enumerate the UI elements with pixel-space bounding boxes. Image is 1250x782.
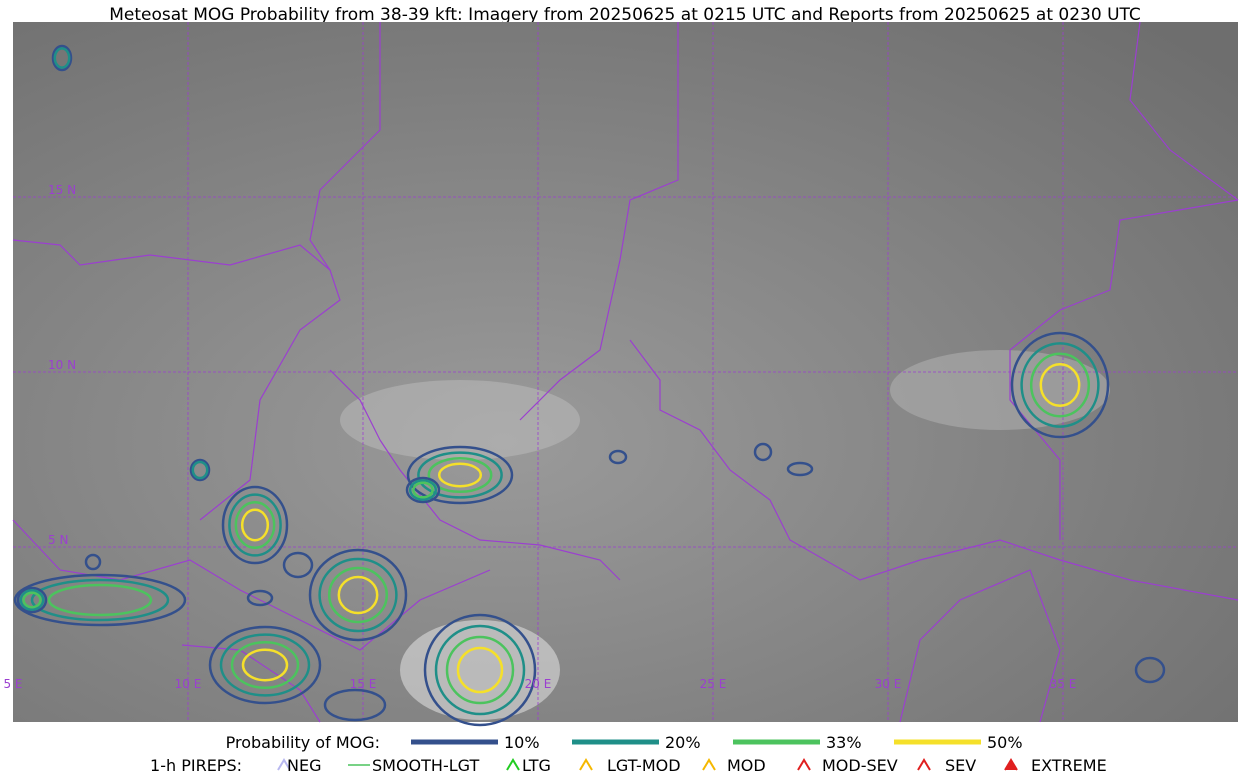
contour [221,485,289,565]
legend-label: EXTREME [1031,756,1107,775]
legend-label: 33% [826,733,862,752]
contour [456,646,504,694]
contour [219,633,311,697]
contour [208,625,322,705]
contour [228,493,282,557]
contour [786,461,814,477]
contour [1029,352,1091,418]
legend-label: MOD-SEV [822,756,898,775]
contour [1134,656,1166,684]
lat-label: 10 N [48,358,76,372]
contour [445,635,515,705]
legend-title: Probability of MOG: [226,733,380,752]
borders [12,21,1239,723]
contour [51,44,73,72]
cloud [400,620,560,720]
lon-label: 25 E [700,677,727,691]
contour [234,500,276,550]
legend-label: LGT-MOD [607,756,681,775]
cloud [340,380,580,460]
contour [318,557,398,633]
contour [30,578,170,622]
lat-label: 5 N [48,533,68,547]
contour [47,583,153,617]
mog-contours [13,44,1166,727]
contour [240,508,270,542]
lon-label: 35 E [1050,677,1077,691]
contour [308,548,408,642]
lon-label: 30 E [875,677,902,691]
contour [423,613,537,727]
map: 15 N 10 N 5 N 5 E 10 E 15 E 20 E 25 E 30 E 35 E [3,21,1239,727]
legend-label: MOD [727,756,766,775]
legend-label: LTG [522,756,551,775]
legend-symbol [1004,758,1018,771]
contour [408,479,438,501]
lon-label: 5 E [3,677,22,691]
legend-symbol [277,758,291,771]
legend-title: 1-h PIREPS: [150,756,242,775]
legend-symbol [797,758,811,771]
legend-label: 20% [665,733,701,752]
contour [189,458,211,482]
lon-label: 20 E [525,677,552,691]
contour [246,589,274,607]
contour [1010,331,1110,439]
lon-label: 10 E [175,677,202,691]
contour [323,688,387,722]
contour [13,573,187,627]
contour [19,589,45,611]
contour [753,442,773,462]
legend-symbol [579,758,593,771]
contour [405,476,441,504]
legend-symbol [702,758,716,771]
legend-symbol [917,758,931,771]
contour [1039,362,1081,408]
contour [16,586,48,614]
contour [282,551,314,579]
contour [406,445,514,505]
contour [22,591,42,609]
contour [427,456,493,494]
legend-symbol [506,758,520,771]
contour [337,575,379,615]
legend-label: 10% [504,733,540,752]
graticule [13,22,1238,722]
title: Meteosat MOG Probability from 38-39 kft:… [109,5,1141,25]
legend-label: SEV [945,756,976,775]
contour [417,451,503,499]
contour [230,640,300,690]
contour [437,462,483,488]
contour [1020,342,1100,428]
contour [412,481,434,499]
legend-label: SMOOTH-LGT [372,756,479,775]
lat-label: 15 N [48,183,76,197]
legend-label: 50% [987,733,1023,752]
contour [84,553,102,571]
legend-label: NEG [287,756,321,775]
contour [241,648,289,682]
cloud [890,350,1110,430]
legend: Probability of MOG: 1-h PIREPS: 10% 20% 33… [150,733,1107,775]
contour [327,566,389,624]
contour [53,47,71,69]
contour [434,624,526,716]
contour [191,460,209,480]
contour [608,449,628,465]
lon-label: 15 E [350,677,377,691]
